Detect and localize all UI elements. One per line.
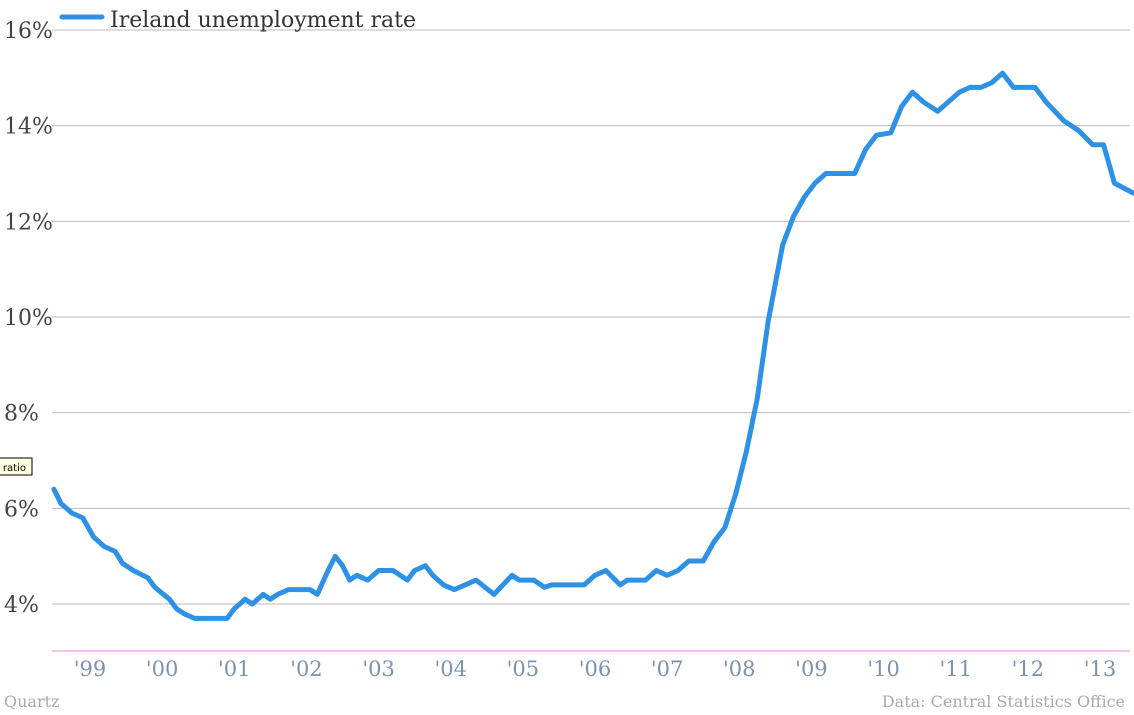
x-tick-label: '10 (867, 657, 900, 681)
y-tick-label: 14% (4, 115, 53, 140)
tooltip-fragment[interactable]: ' ratio (0, 457, 33, 476)
x-axis: '99 '00 '01 '02 '03 '04 '05 '06 '07 '08 '09 '10 '11 '… (74, 657, 1117, 681)
y-tick-label: 6% (4, 497, 39, 522)
series-layer (51, 70, 1134, 621)
x-tick-label: '07 (651, 657, 684, 681)
grid (52, 29, 1130, 652)
x-tick-label: '04 (434, 657, 467, 681)
x-tick-label: '99 (74, 657, 107, 681)
x-tick-label: '03 (362, 657, 395, 681)
tooltip-text: ' ratio (0, 463, 26, 474)
x-tick-label: '00 (146, 657, 179, 681)
source-left: Quartz (4, 692, 59, 711)
x-tick-label: '02 (290, 657, 323, 681)
tooltip-box (0, 457, 33, 476)
x-tick-label: '06 (579, 657, 612, 681)
x-tick-label: '13 (1084, 657, 1117, 681)
y-axis: 4% 6% 8% 10% 12% 14% 16% (4, 19, 53, 618)
x-tick-label: '11 (939, 657, 972, 681)
y-tick-label: 10% (4, 306, 53, 331)
legend: Ireland unemployment rate (59, 8, 416, 33)
y-tick-label: 12% (4, 210, 53, 235)
y-tick-label: 8% (4, 402, 39, 427)
x-tick-label: '09 (795, 657, 828, 681)
y-tick-label: 4% (4, 593, 39, 618)
x-tick-label: '12 (1012, 657, 1045, 681)
x-tick-label: '08 (723, 657, 756, 681)
source-right: Data: Central Statistics Office (882, 692, 1125, 711)
x-tick-label: '05 (507, 657, 540, 681)
series-line-0 (51, 70, 1134, 621)
x-tick-label: '01 (218, 657, 251, 681)
y-tick-label: 16% (4, 19, 53, 44)
legend-label: Ireland unemployment rate (110, 8, 416, 33)
